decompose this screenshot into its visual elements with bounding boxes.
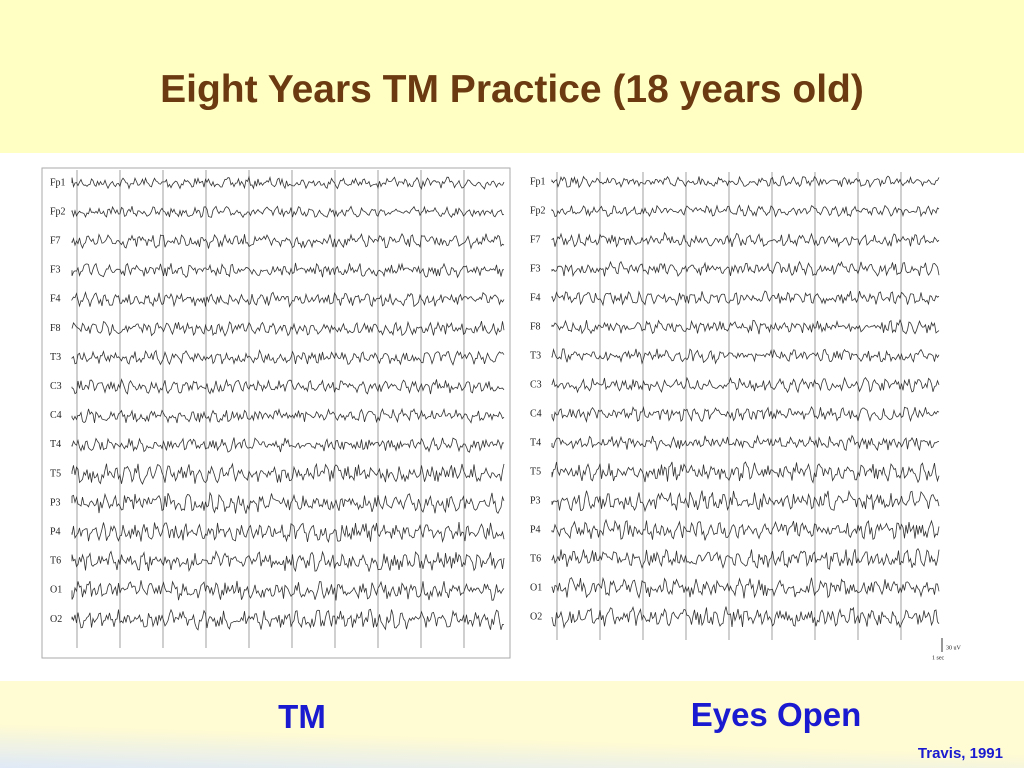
channel-label: F3	[530, 263, 541, 274]
channel-label: F4	[530, 292, 541, 303]
channel-label: T5	[530, 466, 541, 477]
channel-label: O1	[530, 582, 542, 593]
channel-label: T5	[50, 468, 61, 479]
eeg-trace	[71, 521, 505, 544]
eeg-trace	[551, 260, 940, 277]
eeg-trace	[71, 491, 505, 515]
eeg-trace	[71, 291, 505, 308]
eeg-trace	[71, 262, 505, 279]
channel-label: Fp1	[50, 177, 66, 188]
eeg-trace	[551, 204, 940, 218]
channel-label: T4	[530, 437, 541, 448]
channel-label: C4	[530, 408, 542, 419]
channel-label: P4	[50, 526, 61, 537]
citation: Travis, 1991	[918, 745, 1003, 762]
caption-tm: TM	[278, 698, 326, 735]
channel-label: O1	[50, 585, 62, 596]
channel-label: P4	[530, 524, 541, 535]
eeg-trace	[71, 320, 505, 337]
channel-label: P3	[530, 495, 541, 506]
channel-label: F8	[50, 323, 61, 334]
channel-label: Fp2	[50, 206, 66, 217]
eeg-trace	[71, 378, 505, 395]
eeg-trace	[71, 580, 505, 601]
channel-label: C3	[50, 381, 62, 392]
footer-band	[0, 681, 1024, 768]
channel-label: F7	[50, 235, 61, 246]
eeg-traces-eyes-open: Fp1 Fp2 F7 F3 F4 F8 T3 C3 C4 T4 T5 P3 P4 T6 O1 O2	[530, 172, 940, 640]
channel-label: T4	[50, 439, 61, 450]
channel-label: O2	[530, 611, 542, 622]
eeg-trace	[551, 606, 940, 629]
eeg-trace	[71, 462, 505, 485]
channel-label: T3	[530, 350, 541, 361]
header-band	[0, 0, 1024, 153]
channel-label: F7	[530, 234, 541, 245]
eeg-trace	[551, 290, 940, 307]
eeg-trace	[71, 436, 505, 453]
channel-label: O2	[50, 614, 62, 625]
eeg-trace	[551, 518, 940, 541]
channel-label: F8	[530, 321, 541, 332]
channel-label: T6	[530, 553, 541, 564]
eeg-trace	[71, 608, 505, 631]
eeg-trace	[71, 175, 505, 190]
eeg-trace	[551, 231, 940, 248]
amplitude-scale: 30 uV	[946, 645, 962, 651]
channel-label: F3	[50, 265, 61, 276]
eeg-trace	[551, 434, 940, 452]
eeg-trace	[551, 405, 940, 423]
eeg-trace	[551, 319, 940, 335]
eeg-trace	[551, 348, 940, 365]
channel-label: Fp2	[530, 205, 546, 216]
eeg-trace	[71, 550, 505, 573]
channel-label: Fp1	[530, 176, 546, 187]
eeg-trace	[551, 547, 940, 570]
channel-label: C4	[50, 410, 62, 421]
eeg-trace	[551, 576, 940, 599]
eeg-trace	[551, 175, 940, 189]
channel-label: T6	[50, 556, 61, 567]
eeg-trace	[551, 489, 940, 513]
eeg-traces-tm: Fp1 Fp2 F7 F3 F4 F8 T3 C3 C4 T4 T5 P3 P4 T6 O1 O2	[50, 170, 505, 648]
eeg-trace	[71, 205, 505, 219]
caption-eyes-open: Eyes Open	[691, 696, 862, 733]
channel-label: P3	[50, 497, 61, 508]
channel-label: C3	[530, 379, 542, 390]
channel-label: T3	[50, 352, 61, 363]
eeg-trace	[71, 232, 505, 250]
slide-title: Eight Years TM Practice (18 years old)	[160, 68, 864, 111]
channel-label: F4	[50, 294, 61, 305]
eeg-trace	[551, 461, 940, 484]
eeg-trace	[71, 407, 505, 424]
eeg-trace	[71, 349, 505, 366]
eeg-trace	[551, 376, 940, 394]
time-scale: 1 sec	[932, 655, 944, 661]
